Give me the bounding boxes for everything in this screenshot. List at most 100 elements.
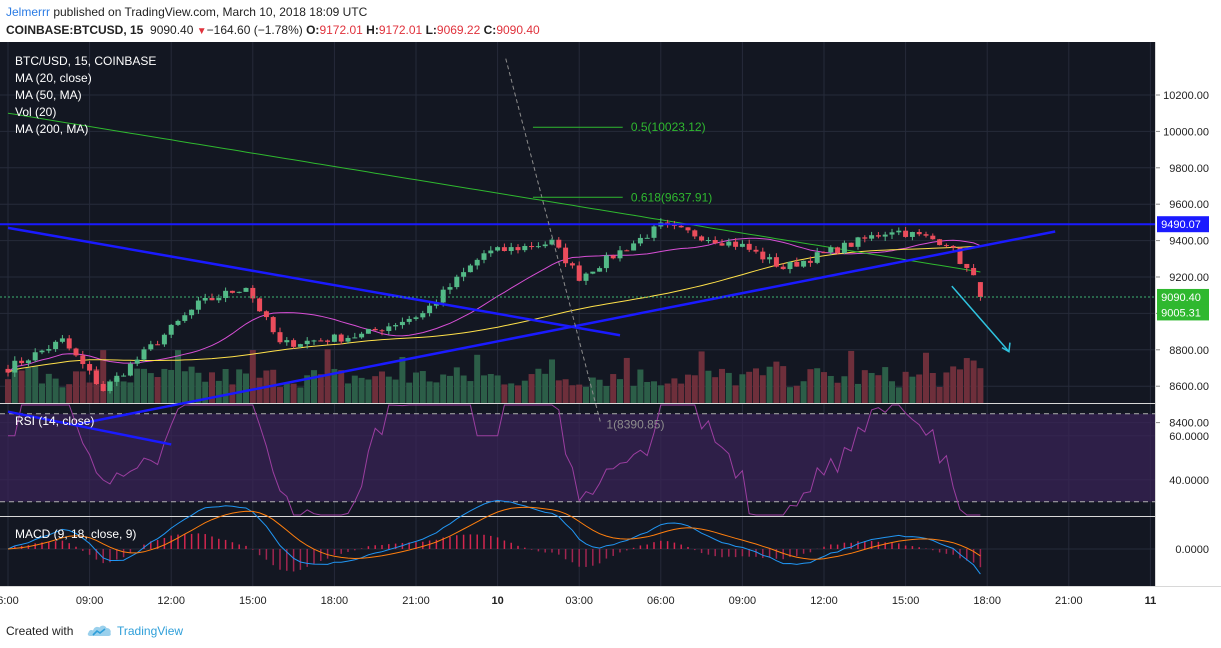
volume-bar — [562, 379, 569, 403]
volume-bar — [569, 385, 576, 403]
volume-bar — [909, 376, 916, 403]
candle-body — [957, 247, 963, 264]
volume-bar — [977, 368, 984, 403]
candle-body — [923, 234, 929, 236]
candle-body — [393, 325, 399, 327]
chart-canvas[interactable]: 0.5(10023.12) 0.618(9637.91) 1(8390.85) 10… — [0, 42, 1221, 612]
volume-bar — [338, 370, 345, 403]
candle-body — [216, 297, 222, 301]
volume-bar — [39, 383, 45, 403]
volume-bar — [66, 384, 73, 403]
candle-body — [631, 243, 637, 251]
candle-body — [597, 268, 603, 272]
volume-bar — [583, 386, 589, 403]
volume-bar — [311, 370, 317, 403]
price-tick-label: 8800.00 — [1169, 345, 1209, 357]
candle-body — [563, 247, 569, 264]
volume-bar — [732, 385, 739, 403]
ma20-line — [7, 237, 981, 373]
volume-bar — [957, 369, 963, 403]
volume-bar — [73, 371, 79, 403]
volume-bar — [25, 367, 32, 403]
ascending-trendline — [75, 230, 1056, 426]
volume-bar — [202, 381, 209, 403]
legend-ma20: MA (20, close) — [15, 71, 92, 85]
volume-bar — [657, 385, 664, 403]
volume-bar — [739, 374, 746, 403]
candle-body — [155, 344, 161, 346]
volume-bar — [93, 369, 100, 403]
volume-bar — [671, 378, 678, 403]
volume-bar — [515, 385, 521, 403]
legend: BTC/USD, 15, COINBASE MA (20, close) MA … — [15, 54, 156, 541]
candle-body — [882, 234, 888, 237]
volume-bar — [215, 380, 222, 403]
volume-bar — [236, 369, 243, 403]
candle-body — [977, 282, 983, 297]
candle-body — [481, 253, 487, 260]
candle-body — [189, 309, 195, 316]
published-text: published on TradingView.com, March 10, … — [50, 5, 368, 19]
candle-body — [121, 375, 127, 377]
volume-bar — [963, 358, 970, 403]
candle-body — [420, 313, 426, 318]
volume-bar — [895, 387, 902, 403]
candle-body — [46, 349, 52, 351]
rsi-line — [8, 404, 981, 516]
volume-bar — [970, 360, 977, 403]
volume-bar — [691, 375, 698, 403]
fib-levels: 0.5(10023.12) 0.618(9637.91) 1(8390.85) — [532, 120, 712, 431]
volume-bar — [147, 373, 154, 403]
volume-bar — [175, 350, 181, 403]
candle-body — [73, 348, 79, 356]
candle-body — [522, 245, 528, 251]
candle-body — [909, 232, 915, 237]
publish-line: Jelmerrr published on TradingView.com, M… — [6, 5, 367, 19]
open-label: O: — [306, 23, 320, 37]
volume-bar — [222, 368, 229, 403]
volume-bar — [426, 381, 433, 403]
volume-bar — [929, 373, 936, 403]
volume-bar — [651, 381, 657, 403]
candle-body — [195, 300, 201, 310]
tradingview-logo-icon[interactable] — [87, 621, 113, 639]
volume-bar — [11, 368, 18, 403]
tradingview-brand-link[interactable]: TradingView — [117, 624, 184, 638]
volume-bar — [705, 370, 712, 403]
volume-bar — [637, 369, 644, 403]
volume-bar — [827, 375, 834, 403]
price-tick-label: 9200.00 — [1169, 272, 1209, 284]
candle-body — [501, 247, 507, 252]
volume-bar — [494, 375, 501, 403]
candle-body — [413, 317, 419, 319]
volume-bar — [936, 386, 943, 403]
candle-body — [318, 340, 324, 342]
volume-bar — [460, 375, 467, 403]
candle-body — [93, 370, 99, 384]
volume-bar — [453, 367, 460, 403]
volume-bar — [18, 370, 25, 403]
volume-bar — [868, 372, 875, 403]
volume-bar — [195, 372, 202, 403]
volume-bar — [855, 383, 861, 403]
price-tick-label: 10200.00 — [1163, 90, 1209, 102]
volume-bar — [59, 387, 66, 403]
candle-body — [114, 375, 120, 382]
rsi-tick-label: 40.0000 — [1169, 475, 1209, 487]
volume-bar — [861, 370, 868, 403]
high-label: H: — [366, 23, 379, 37]
fib-level-label: 0.618(9637.91) — [631, 190, 712, 204]
candle-body — [263, 311, 269, 318]
volume-bar — [345, 383, 351, 403]
author-link[interactable]: Jelmerrr — [6, 5, 50, 19]
resistance-price-label: 9490.07 — [1161, 219, 1201, 231]
time-axis-bg — [0, 587, 1221, 612]
volume-bar — [120, 381, 127, 403]
volume-bar — [358, 377, 365, 403]
lower-channel-line — [7, 410, 172, 446]
candle-body — [916, 232, 922, 235]
last-price: 9090.40 — [150, 23, 194, 37]
candle-body — [447, 287, 453, 290]
volume-bar — [385, 376, 392, 403]
created-with-text: Created with — [6, 624, 74, 638]
